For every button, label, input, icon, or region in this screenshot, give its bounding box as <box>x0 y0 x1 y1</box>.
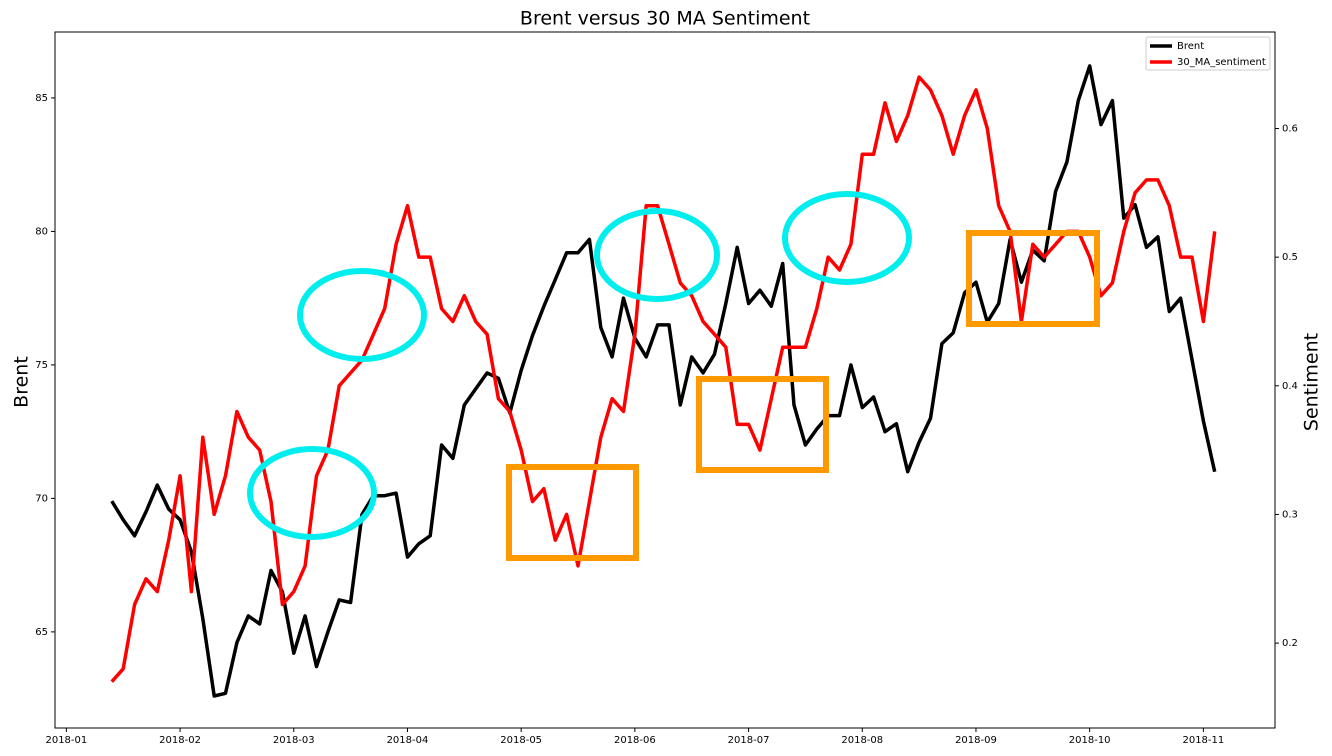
legend: Brent 30_MA_sentiment <box>1145 36 1271 71</box>
plot-frame <box>54 31 1276 729</box>
y-tick-label: 65 <box>35 627 48 638</box>
x-tick-label: 2018-07 <box>728 735 770 746</box>
y2-tick-label: 0.6 <box>1282 123 1298 134</box>
y2-axis-label: Sentiment <box>1301 333 1323 431</box>
highlight-box <box>966 230 1100 327</box>
y-tick-label: 70 <box>35 493 48 504</box>
series-line <box>110 75 1217 683</box>
y2-tick-label: 0.4 <box>1282 381 1298 392</box>
x-tick-label: 2018-01 <box>45 735 87 746</box>
y-axis-label: Brent <box>11 356 33 408</box>
highlight-box <box>696 376 829 473</box>
x-tick-label: 2018-03 <box>273 735 315 746</box>
legend-label: 30_MA_sentiment <box>1177 57 1266 68</box>
x-tick-label: 2018-09 <box>955 735 997 746</box>
highlight-ellipse <box>782 191 912 285</box>
x-tick-label: 2018-04 <box>387 735 429 746</box>
y2-tick-label: 0.3 <box>1282 509 1298 520</box>
annotations <box>247 191 1100 561</box>
y-tick-label: 80 <box>35 226 48 237</box>
y-tick-label: 75 <box>35 360 48 371</box>
y-tick-label: 85 <box>35 93 48 104</box>
series-line <box>110 64 1217 698</box>
highlight-ellipse <box>247 446 377 540</box>
x-tick-label: 2018-02 <box>159 735 201 746</box>
x-tick-label: 2018-10 <box>1069 735 1111 746</box>
legend-box <box>1145 36 1271 71</box>
chart-title: Brent versus 30 MA Sentiment <box>520 8 810 30</box>
highlight-ellipse <box>297 268 427 362</box>
x-tick-label: 2018-05 <box>500 735 542 746</box>
x-tick-label: 2018-08 <box>841 735 883 746</box>
x-tick-label: 2018-06 <box>614 735 656 746</box>
y2-tick-label: 0.5 <box>1282 252 1298 263</box>
highlight-box <box>506 464 639 561</box>
y2-tick-label: 0.2 <box>1282 638 1298 649</box>
highlight-ellipse <box>594 208 720 302</box>
legend-label: Brent <box>1177 41 1204 52</box>
x-tick-label: 2018-11 <box>1182 735 1224 746</box>
